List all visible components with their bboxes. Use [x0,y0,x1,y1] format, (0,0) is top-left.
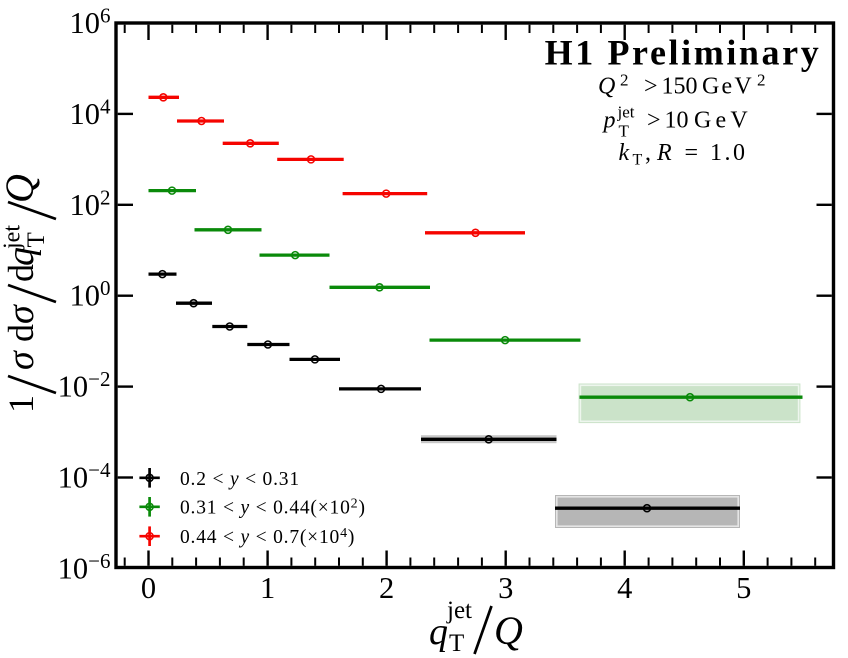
svg-text:k: k [619,140,630,166]
svg-text:0.44 < y < 0.7(×104): 0.44 < y < 0.7(×104) [180,526,355,548]
svg-text:Q: Q [0,174,42,203]
svg-text:2: 2 [757,71,766,90]
svg-text:T: T [633,152,643,169]
svg-text:0.31 < y < 0.44(×102): 0.31 < y < 0.44(×102) [180,497,366,519]
svg-text:jet: jet [0,225,26,250]
svg-text:q: q [429,611,448,653]
svg-text:>: > [644,74,658,100]
svg-text:3: 3 [498,571,513,605]
svg-text:σ: σ [0,350,42,370]
svg-text:q: q [0,247,42,266]
svg-text:p: p [602,108,616,134]
svg-text:0.2 < y < 0.31: 0.2 < y < 0.31 [180,469,300,490]
svg-text:,: , [645,140,651,166]
svg-text:10−4: 10−4 [58,458,111,495]
svg-text:106: 106 [70,4,111,41]
svg-text:1: 1 [1,395,41,413]
svg-text:T: T [23,232,50,247]
svg-text:Q: Q [598,74,615,100]
svg-text:4: 4 [617,571,632,605]
svg-text:jet: jet [446,597,472,624]
svg-text:2: 2 [379,571,394,605]
svg-text:GeV: GeV [694,108,752,134]
svg-text:H1 Preliminary: H1 Preliminary [545,33,822,73]
svg-text:σ: σ [0,304,42,324]
svg-text:150: 150 [662,74,698,100]
svg-text:GeV: GeV [702,74,754,100]
svg-text:1: 1 [260,571,275,605]
svg-text:jet: jet [617,103,635,122]
svg-text:R: R [656,140,672,166]
svg-text:T: T [619,122,630,141]
svg-text:2: 2 [620,71,629,90]
svg-text:0: 0 [141,571,156,605]
svg-text:d: d [1,264,41,282]
svg-text:T: T [449,630,464,657]
svg-text:5: 5 [736,571,751,605]
svg-text:1.0: 1.0 [710,140,748,166]
svg-text:Q: Q [494,608,523,653]
svg-text:10: 10 [665,108,689,134]
svg-text:>: > [647,108,661,134]
svg-text:d: d [1,324,41,342]
svg-text:=: = [685,140,699,166]
